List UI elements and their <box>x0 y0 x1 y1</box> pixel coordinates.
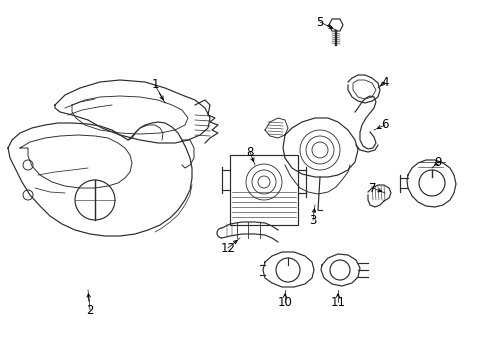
Text: 2: 2 <box>86 303 94 316</box>
Text: 3: 3 <box>309 213 316 226</box>
Text: 5: 5 <box>316 15 323 28</box>
Text: 11: 11 <box>330 296 345 309</box>
Text: 12: 12 <box>220 242 235 255</box>
Text: 10: 10 <box>277 296 292 309</box>
Bar <box>229 155 297 225</box>
Text: 8: 8 <box>246 145 253 158</box>
Text: 7: 7 <box>368 181 376 194</box>
Text: 6: 6 <box>381 118 388 131</box>
Text: 1: 1 <box>151 78 159 91</box>
Text: 9: 9 <box>433 156 441 168</box>
Text: 4: 4 <box>381 76 388 89</box>
